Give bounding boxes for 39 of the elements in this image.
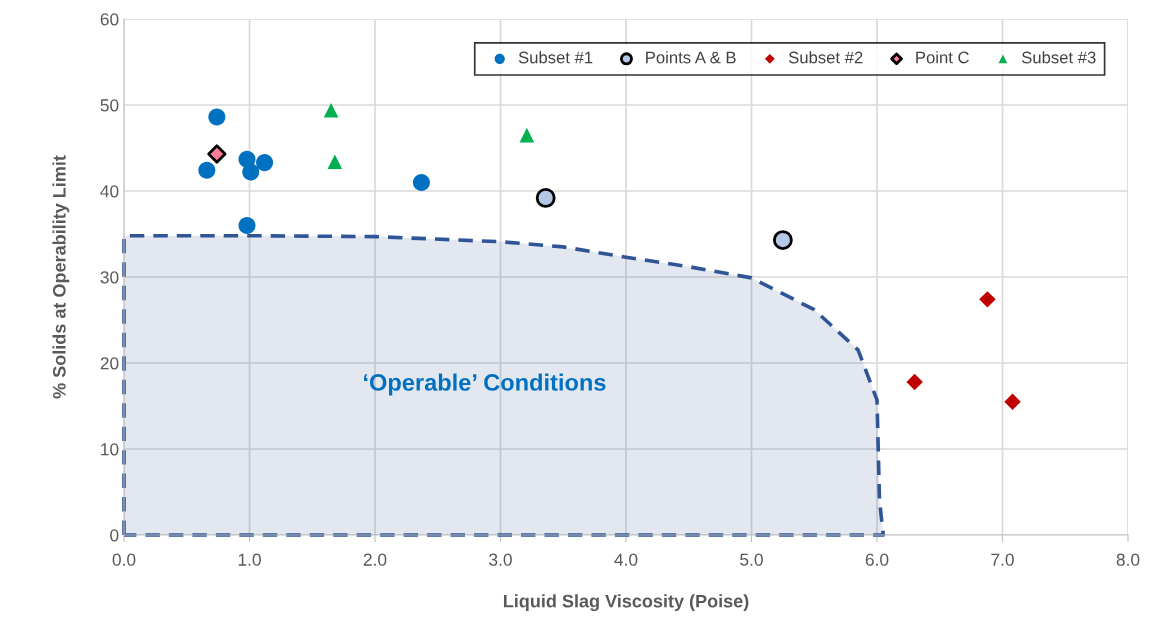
point: [327, 154, 343, 170]
point: [412, 173, 430, 191]
x-tick-label: 4.0: [614, 553, 638, 566]
x-tick-label: 8.0: [1116, 553, 1140, 566]
y-tick-label: 60: [100, 13, 119, 26]
point: [198, 161, 216, 179]
x-axis-title: Liquid Slag Viscosity (Poise): [503, 594, 749, 612]
x-tick-label: 2.0: [363, 553, 387, 566]
y-tick-label: 0: [110, 529, 119, 542]
y-tick-label: 30: [100, 271, 119, 284]
point: [238, 216, 256, 234]
point: [323, 102, 339, 118]
y-tick-label: 10: [101, 443, 119, 456]
x-tick-label: 1.0: [238, 553, 261, 566]
point: [535, 187, 556, 208]
y-axis-title: % Solids at Operability Limit: [52, 155, 70, 399]
y-tick-label: 40: [100, 185, 119, 198]
x-tick-label: 6.0: [865, 553, 889, 566]
x-tick-label: 0.0: [112, 553, 136, 566]
point: [256, 154, 274, 172]
point: [979, 291, 996, 308]
point: [242, 163, 260, 181]
annotation: ‘Operable’ Conditions: [364, 373, 606, 396]
point: [772, 230, 793, 250]
x-tick-label: 5.0: [740, 553, 763, 566]
legend-label: Point C: [916, 51, 969, 64]
legend-label: Subset #2: [788, 51, 863, 64]
point: [906, 373, 923, 391]
x-tick-label: 3.0: [489, 553, 512, 566]
legend-label: Subset #3: [1021, 51, 1096, 64]
legend-label: Subset #1: [518, 51, 593, 64]
point: [519, 127, 535, 143]
x-tick-label: 7.0: [991, 553, 1014, 566]
point: [208, 108, 226, 126]
y-tick-label: 50: [100, 99, 119, 112]
point: [1004, 393, 1021, 410]
legend-label: Points A & B: [646, 51, 736, 64]
y-tick-label: 20: [100, 357, 119, 370]
point: [207, 144, 227, 164]
